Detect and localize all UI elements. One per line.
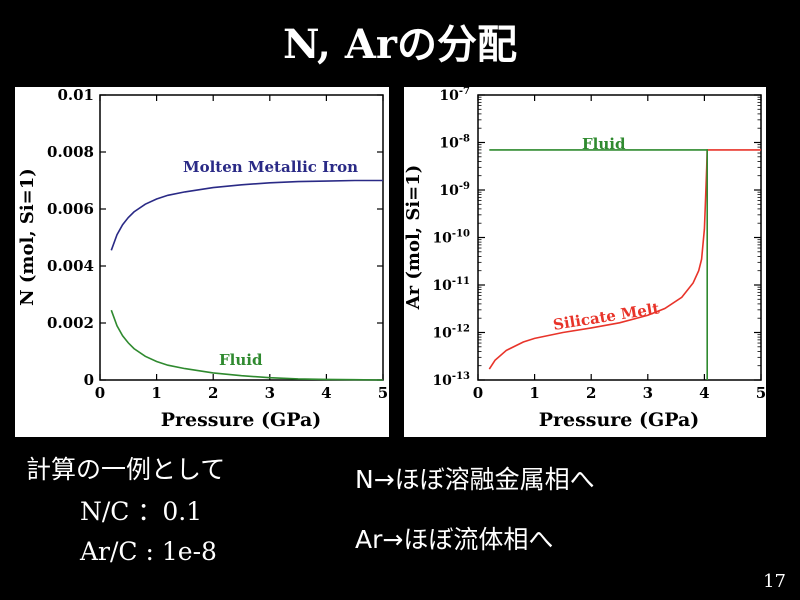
y-tick-label: 10-12 (432, 324, 470, 342)
x-tick-label: 3 (643, 384, 653, 402)
nc-ratio: N/C ：0.1 (80, 497, 203, 526)
x-tick-label: 0 (95, 384, 105, 402)
series-label-fluid: Fluid (582, 135, 626, 153)
y-tick-label: 0 (84, 371, 94, 389)
plot-frame (99, 94, 384, 381)
series-line-fluid (110, 309, 384, 381)
series-label-silicate-melt: Silicate Melt (552, 299, 661, 334)
page-number: 17 (763, 571, 786, 592)
y-tick-label: 0.006 (47, 200, 94, 218)
series-label-molten-iron: Molten Metallic Iron (183, 158, 358, 176)
y-axis-label: Ar (mol, Si=1) (404, 165, 424, 311)
y-tick-label: 10-11 (432, 276, 470, 294)
y-tick-label: 0.004 (47, 257, 94, 275)
y-tick-label: 10-9 (439, 181, 470, 199)
y-axis-label: N (mol, Si=1) (17, 168, 38, 306)
nitrogen-conclusion: N→ほぼ溶融金属相へ (355, 465, 595, 494)
y-tick-label: 0.01 (57, 87, 94, 104)
x-tick-label: 4 (699, 384, 709, 402)
x-tick-label: 4 (321, 384, 331, 402)
x-tick-label: 1 (151, 384, 161, 402)
series-label-fluid: Fluid (219, 351, 263, 369)
example-heading: 計算の一例として (26, 455, 226, 484)
x-tick-label: 5 (756, 384, 766, 402)
x-tick-label: 0 (473, 384, 483, 402)
x-tick-label: 2 (208, 384, 218, 402)
y-tick-label: 0.002 (47, 314, 94, 332)
series-line-fluid (489, 149, 708, 380)
x-axis-label: Pressure (GPa) (161, 409, 322, 431)
x-axis-label: Pressure (GPa) (539, 409, 700, 431)
y-tick-label: 10-7 (439, 87, 470, 104)
y-tick-label: 10-13 (432, 371, 470, 389)
y-tick-label: 10-10 (432, 229, 470, 247)
x-tick-label: 2 (586, 384, 596, 402)
arc-ratio: Ar/C : 1e-8 (80, 537, 217, 566)
argon-conclusion: Ar→ほぼ流体相へ (355, 525, 554, 554)
x-tick-label: 3 (265, 384, 275, 402)
slide-title: N, Arの分配 (283, 21, 517, 68)
x-tick-label: 5 (378, 384, 388, 402)
series-line-silicate-melt (488, 149, 761, 370)
y-tick-label: 0.008 (47, 143, 94, 161)
y-tick-label: 10-8 (439, 134, 470, 152)
nitrogen-chart: 0 0.002 0.004 0.006 0.008 0.01 0 1 2 3 4 5 Pressur… (17, 86, 388, 431)
series-line-molten-iron (110, 179, 383, 251)
nitrogen-chart-panel: 0 0.002 0.004 0.006 0.008 0.01 0 1 2 3 4 5 Pressur… (15, 86, 389, 437)
x-tick-label: 1 (529, 384, 539, 402)
